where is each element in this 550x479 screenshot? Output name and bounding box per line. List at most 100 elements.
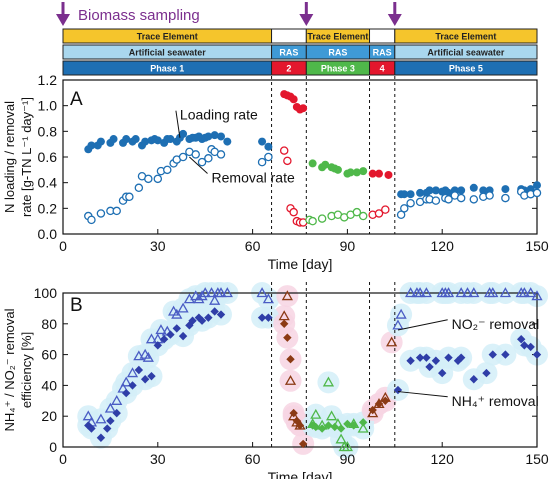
- data-point: [532, 350, 542, 359]
- data-point: [359, 418, 368, 427]
- panel-B-annotation-0: NO₂⁻ removal: [452, 316, 540, 332]
- header-row3-label-1: 2: [286, 64, 291, 74]
- panel-A-xtick-label: 90: [340, 238, 356, 254]
- data-point: [144, 174, 153, 184]
- data-point: [352, 207, 362, 217]
- header-row2-label-4: Artificial seawater: [427, 48, 505, 58]
- data-point: [264, 152, 273, 162]
- data-point: [368, 405, 377, 415]
- data-point: [325, 410, 338, 421]
- data-point: [111, 394, 123, 405]
- header-row3-label-4: Phase 5: [449, 64, 483, 74]
- biomass-sampling-arrowhead-3: [387, 14, 402, 26]
- header-row2-label-2: RAS: [328, 48, 347, 58]
- panel-A-frame: [62, 79, 538, 235]
- data-point: [431, 186, 440, 195]
- panel-A-ytick-label: 0.8: [38, 123, 58, 139]
- data-point: [518, 287, 530, 298]
- panel-B-xlabel: Time [day]: [268, 469, 333, 479]
- data-point: [346, 168, 355, 177]
- data-point: [374, 209, 384, 218]
- data-point: [197, 157, 207, 167]
- data-point: [317, 424, 327, 433]
- panel-B-ytick-label: 100: [34, 285, 58, 301]
- data-point: [204, 154, 213, 163]
- header-row2-cell-4: [394, 44, 538, 60]
- panel-b-removal-efficiency: 0 20 40 60 80 100 0 30 60 90 120 150 Time [day] NH₄⁺ …: [2, 282, 549, 479]
- data-point: [95, 413, 107, 424]
- data-point: [455, 287, 467, 298]
- biomass-sampling-arrowhead-2: [299, 14, 314, 26]
- data-point: [532, 188, 542, 198]
- biomass-sampling-label: Biomass sampling: [78, 7, 200, 24]
- marker-halo: [390, 303, 413, 326]
- data-point: [197, 316, 207, 325]
- panel-A-ytick-label: 1.2: [38, 72, 58, 88]
- data-point: [262, 293, 275, 304]
- data-point: [289, 207, 298, 217]
- data-point: [311, 422, 320, 432]
- panel-B-annotation-leader-0: [397, 319, 448, 331]
- data-point: [126, 367, 139, 378]
- panel-a-letter: A: [70, 89, 83, 110]
- data-point: [122, 388, 131, 398]
- data-point: [330, 422, 339, 432]
- data-point: [425, 186, 434, 195]
- panel-A-annotation-0: Loading rate: [180, 107, 258, 123]
- data-point: [96, 433, 106, 442]
- data-point: [87, 141, 96, 150]
- data-point: [406, 190, 415, 199]
- data-point: [284, 374, 297, 385]
- panel-B-series-nh4-removal: [84, 307, 542, 449]
- data-point: [422, 353, 431, 362]
- data-point: [406, 356, 415, 365]
- header-row3-label-0: Phase 1: [150, 64, 184, 74]
- panel-B-ytick-label: 80: [41, 316, 57, 332]
- panel-B-ytick-label: 40: [41, 377, 57, 393]
- data-point: [216, 150, 226, 159]
- data-point: [257, 313, 267, 322]
- data-point: [520, 341, 529, 350]
- data-point: [163, 165, 172, 175]
- data-point: [321, 160, 330, 169]
- panel-B-ytick-label: 60: [41, 347, 57, 363]
- data-point: [358, 211, 368, 221]
- data-point: [324, 421, 333, 430]
- data-point: [414, 287, 426, 298]
- data-point: [488, 350, 497, 359]
- data-point: [487, 287, 499, 298]
- data-point: [308, 216, 317, 226]
- data-point: [82, 410, 94, 421]
- panel-B-ytick-label: 20: [41, 408, 57, 424]
- data-point: [196, 290, 208, 301]
- data-point: [204, 313, 213, 322]
- marker-halo: [317, 371, 340, 394]
- panel-B-xtick-label: 30: [150, 451, 166, 467]
- data-point: [155, 324, 167, 335]
- data-point: [457, 186, 466, 195]
- panel-A-xtick-label: 120: [431, 238, 455, 254]
- data-point: [153, 136, 162, 145]
- data-point: [444, 353, 453, 362]
- data-point: [482, 368, 491, 378]
- data-point: [281, 290, 293, 301]
- panel-B-xtick-label: 90: [340, 451, 356, 467]
- header-row2-label-3: RAS: [373, 48, 392, 58]
- panel-A-ytick-label: 1.0: [38, 98, 58, 114]
- data-point: [499, 287, 512, 298]
- data-point: [134, 183, 144, 193]
- panel-A-ytick-label: 0.6: [38, 149, 58, 165]
- data-point: [166, 330, 175, 339]
- header-row3-cell-4: [394, 60, 538, 76]
- data-point: [375, 169, 383, 178]
- header-row1-label-0: Trace Element: [137, 32, 198, 42]
- data-point: [112, 408, 121, 418]
- panel-A-xtick-label: 0: [59, 238, 67, 254]
- data-point: [217, 132, 225, 141]
- marker-halo: [380, 331, 403, 354]
- data-point: [210, 307, 219, 316]
- panel-A-ylabel: N loading / removal rate [g-TN L⁻¹ day⁻¹]: [2, 97, 34, 217]
- data-point: [517, 335, 526, 344]
- panel-A-xtick-label: 150: [525, 238, 549, 254]
